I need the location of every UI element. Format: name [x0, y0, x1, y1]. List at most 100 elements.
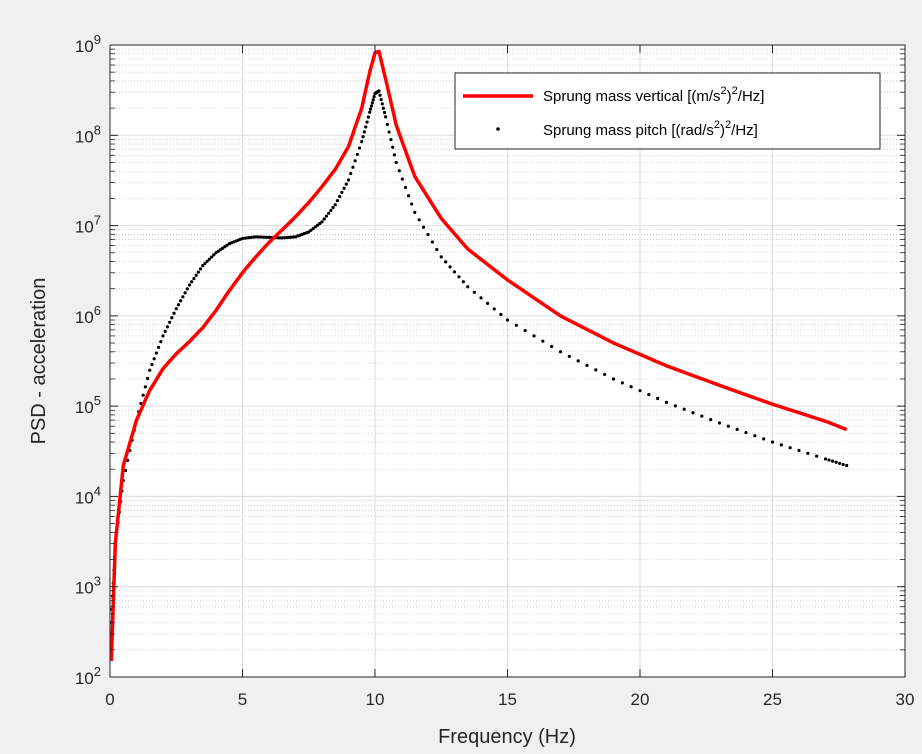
data-point: [371, 98, 375, 102]
x-tick-label: 10: [366, 690, 385, 709]
data-point: [691, 411, 695, 415]
x-tick-label: 30: [896, 690, 915, 709]
data-point: [735, 427, 739, 431]
data-point: [709, 417, 713, 422]
y-tick-exponent: 8: [94, 122, 101, 137]
data-point: [123, 468, 128, 473]
data-point: [379, 97, 383, 102]
data-point: [145, 376, 150, 381]
data-point: [444, 260, 448, 264]
data-point: [366, 115, 370, 119]
data-point: [150, 362, 154, 367]
data-point: [209, 255, 214, 259]
data-point: [181, 295, 185, 299]
data-point: [126, 458, 130, 462]
data-point: [567, 354, 571, 358]
data-point: [320, 220, 324, 224]
legend-text-part: Sprung mass pitch [(rad/s: [543, 122, 714, 139]
y-axis-label: PSD - acceleration: [28, 278, 50, 445]
data-point: [845, 463, 849, 468]
data-point: [523, 328, 527, 333]
data-point: [342, 186, 346, 190]
data-point: [365, 120, 369, 124]
series-vertical-line: [110, 49, 848, 662]
x-tick-labels: 0 5 10 15 20 25 30: [105, 690, 914, 709]
data-point: [198, 267, 203, 271]
data-point: [389, 138, 393, 142]
y-tick-base: 10: [75, 37, 94, 56]
data-point: [486, 301, 490, 305]
y-tick-exponent: 3: [94, 574, 101, 589]
data-point: [532, 334, 536, 338]
data-point: [397, 169, 401, 173]
y-tick-exponent: 9: [94, 32, 101, 47]
data-point: [361, 135, 365, 139]
y-tick-base: 10: [75, 398, 94, 417]
data-point: [203, 261, 207, 266]
data-point: [629, 385, 633, 389]
y-tick-label: 102: [75, 664, 101, 688]
data-point: [421, 225, 426, 229]
data-point: [457, 275, 461, 279]
data-point: [391, 145, 395, 149]
data-point: [620, 381, 624, 385]
data-point: [385, 122, 389, 127]
data-point: [192, 276, 196, 281]
data-point: [152, 357, 156, 361]
data-point: [603, 372, 607, 377]
data-point: [172, 311, 176, 315]
data-point: [313, 225, 317, 229]
data-point: [762, 437, 766, 441]
y-tick-label: 109: [75, 32, 101, 56]
data-point: [327, 211, 331, 215]
data-point: [384, 115, 388, 119]
data-point: [335, 199, 340, 203]
data-point: [417, 218, 421, 222]
data-point: [143, 385, 147, 389]
data-point: [638, 389, 642, 393]
data-point: [201, 264, 205, 268]
data-point: [154, 351, 158, 355]
legend-text-part: ): [720, 122, 725, 139]
data-point: [338, 194, 342, 199]
data-point: [426, 233, 430, 237]
data-point: [452, 270, 457, 274]
data-point: [410, 202, 414, 206]
data-point: [435, 247, 439, 252]
y-tick-label: 103: [75, 574, 101, 598]
data-point: [841, 462, 845, 467]
data-point: [448, 265, 452, 269]
data-point: [174, 307, 178, 311]
legend-swatch-pitch: [496, 127, 500, 131]
x-tick-label: 15: [498, 690, 517, 709]
data-point: [823, 457, 828, 461]
legend-text-part: /Hz]: [738, 88, 765, 105]
data-point: [492, 307, 496, 311]
data-point: [183, 291, 187, 295]
data-point: [176, 303, 181, 307]
y-tick-label: 106: [75, 303, 101, 327]
series-pitch: [110, 89, 849, 625]
y-tick-exponent: 2: [94, 664, 101, 679]
data-point: [499, 312, 503, 317]
data-point: [369, 104, 374, 108]
data-point: [387, 130, 391, 134]
data-point: [194, 273, 198, 277]
data-point: [357, 146, 362, 150]
data-point: [647, 392, 651, 397]
data-point: [331, 206, 335, 210]
data-point: [594, 368, 598, 372]
data-point: [355, 152, 359, 157]
legend-text-part: 2: [725, 119, 731, 131]
data-point: [141, 393, 145, 397]
data-point: [333, 203, 337, 207]
data-point: [362, 130, 366, 134]
data-point: [159, 340, 163, 344]
data-point: [307, 230, 311, 234]
data-point: [378, 93, 382, 97]
data-point: [170, 316, 174, 320]
data-point: [576, 359, 580, 363]
data-point: [392, 153, 397, 157]
